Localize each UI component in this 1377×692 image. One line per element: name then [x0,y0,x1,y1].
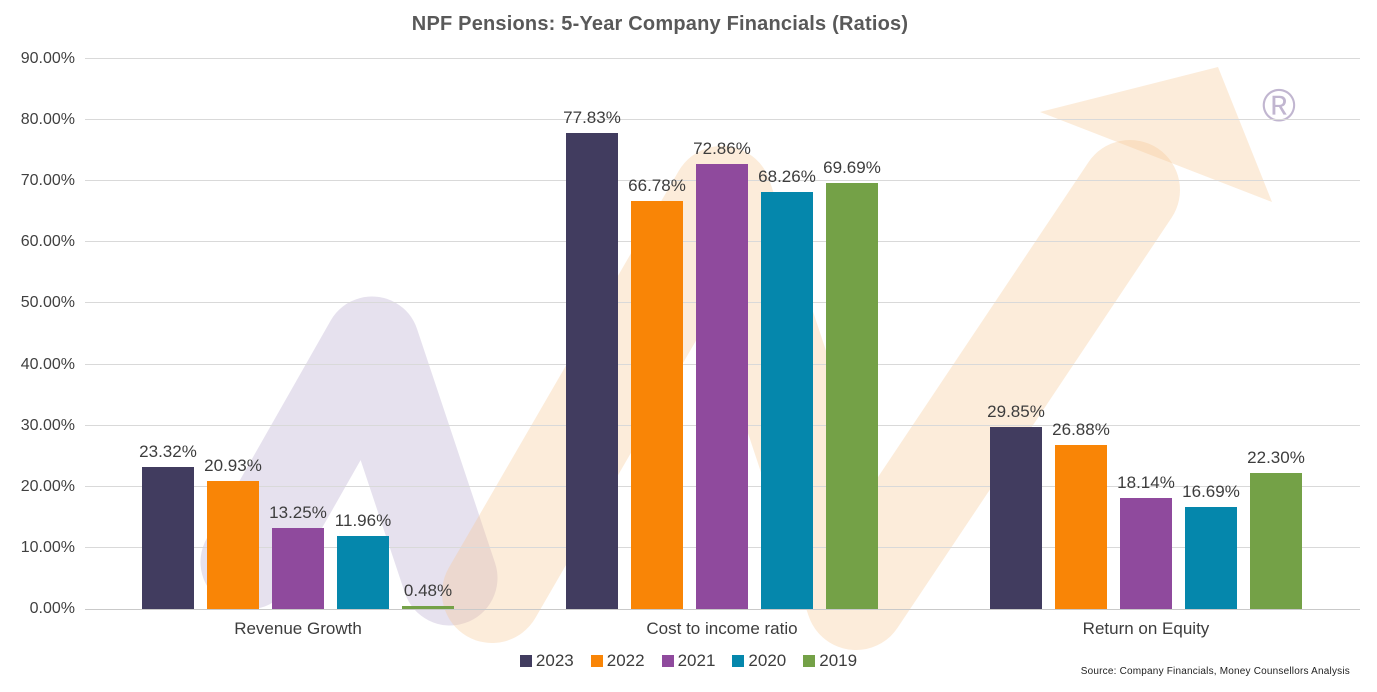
data-label: 11.96% [334,510,392,530]
data-label: 66.78% [628,175,686,195]
bar-2019-cost-to-income-ratio [826,183,878,609]
data-label: 72.86% [693,138,751,158]
legend-swatch-icon [803,655,816,667]
y-axis-label: 40.00% [20,355,75,373]
bar-2023-cost-to-income-ratio [566,133,618,609]
y-axis-label: 60.00% [20,233,75,251]
y-axis-label: 90.00% [20,50,75,67]
plot-area: 23.32% 20.93% 13.25% 11.96% 0.48% 77.83% 66.78… [85,58,1360,610]
y-axis-label: 30.00% [20,416,75,434]
bar-2020-cost-to-income-ratio [761,191,813,609]
legend-label: 2019 [819,651,858,670]
x-axis-label: Revenue Growth [234,619,362,638]
legend-label: 2021 [677,651,716,670]
legend-item-2022: 2022 [590,651,645,671]
legend-swatch-icon [661,655,674,667]
y-axis-label: 10.00% [20,538,75,556]
bar-2020-revenue-growth [337,535,389,609]
data-label: 29.85% [987,401,1045,421]
legend-label: 2020 [748,651,787,670]
data-label: 0.48% [403,581,453,601]
y-axis-label: 0.00% [29,600,75,617]
data-label: 68.26% [758,166,816,186]
registered-trademark-icon: ® [1262,79,1296,131]
data-label: 77.83% [563,108,621,128]
y-axis-label: 50.00% [20,294,75,312]
y-axis-label: 80.00% [20,111,75,129]
chart-title: NPF Pensions: 5-Year Company Financials … [411,13,909,35]
legend-swatch-icon [732,655,745,667]
x-axis-label: Cost to income ratio [646,619,798,638]
bar-2019-return-on-equity [1250,472,1302,609]
legend-item-2023: 2023 [519,651,574,671]
x-axis-line [85,609,1360,610]
bar-2022-cost-to-income-ratio [631,200,683,609]
data-label: 16.69% [1182,482,1240,502]
legend: 2023 2022 2021 2020 2019 [0,651,1377,671]
bar-2023-return-on-equity [990,426,1042,609]
data-label: 13.25% [269,503,327,523]
legend-item-2019: 2019 [803,651,857,671]
data-label: 26.88% [1052,419,1110,439]
legend-swatch-icon [519,655,532,667]
bar-2023-revenue-growth [142,466,194,609]
bar-2022-return-on-equity [1055,444,1107,609]
legend-label: 2023 [535,651,574,670]
legend-label: 2022 [606,651,645,670]
bar-2020-return-on-equity [1185,507,1237,609]
y-axis-label: 70.00% [20,172,75,190]
legend-swatch-icon [590,655,603,667]
data-label: 23.32% [139,441,197,461]
data-label: 18.14% [1117,473,1175,493]
y-axis-label: 20.00% [20,477,75,495]
source-note: Source: Company Financials, Money Counse… [1080,666,1350,677]
bar-2021-revenue-growth [272,528,324,609]
bar-2022-revenue-growth [207,481,259,609]
data-label: 69.69% [823,158,881,178]
gridline [85,119,1360,121]
data-label: 22.30% [1247,447,1305,467]
bar-2019-revenue-growth [402,606,454,609]
legend-item-2020: 2020 [732,651,786,671]
data-label: 20.93% [204,456,262,476]
bar-2021-cost-to-income-ratio [696,163,748,609]
legend-item-2021: 2021 [661,651,716,671]
gridline [85,58,1360,59]
x-axis-label: Return on Equity [1082,619,1210,638]
bar-2021-return-on-equity [1120,498,1172,609]
